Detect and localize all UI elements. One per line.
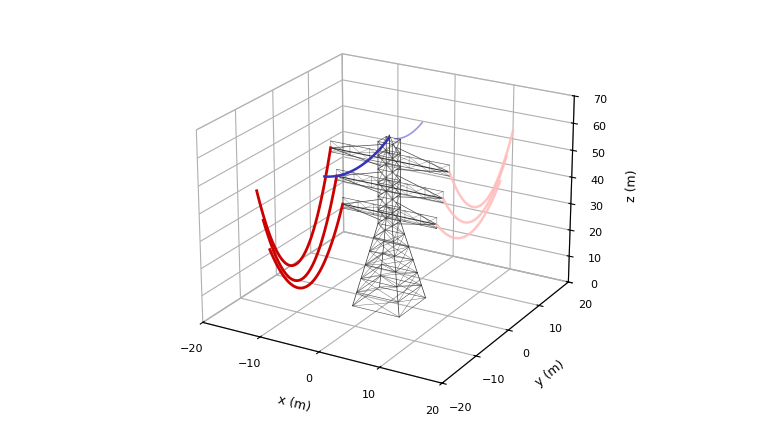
X-axis label: x (m): x (m)	[276, 393, 312, 413]
Y-axis label: y (m): y (m)	[532, 357, 567, 388]
